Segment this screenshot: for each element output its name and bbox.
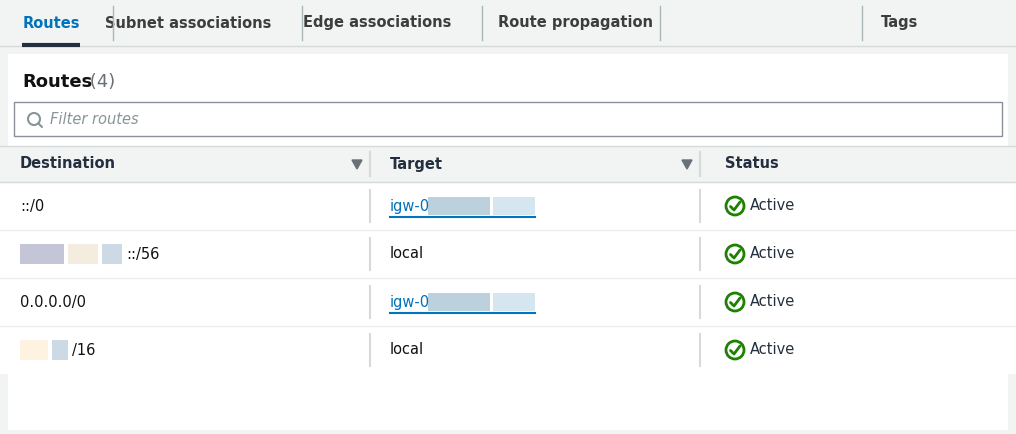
Text: Target: Target <box>390 157 443 171</box>
Text: /16: /16 <box>72 342 96 358</box>
FancyBboxPatch shape <box>20 244 64 264</box>
Text: Active: Active <box>750 342 796 358</box>
FancyBboxPatch shape <box>0 230 1016 278</box>
Text: Destination: Destination <box>20 157 116 171</box>
Text: Active: Active <box>750 295 796 309</box>
Text: ::/0: ::/0 <box>20 198 45 214</box>
Polygon shape <box>352 160 362 169</box>
Text: ::/56: ::/56 <box>126 247 160 262</box>
FancyBboxPatch shape <box>0 326 1016 374</box>
Polygon shape <box>682 160 692 169</box>
FancyBboxPatch shape <box>102 244 122 264</box>
Text: (4): (4) <box>84 73 115 91</box>
Text: Routes: Routes <box>22 16 79 30</box>
FancyBboxPatch shape <box>428 197 490 215</box>
FancyBboxPatch shape <box>493 197 535 215</box>
FancyBboxPatch shape <box>428 293 490 311</box>
FancyBboxPatch shape <box>0 278 1016 326</box>
FancyBboxPatch shape <box>52 340 68 360</box>
Text: Active: Active <box>750 198 796 214</box>
FancyBboxPatch shape <box>20 340 48 360</box>
Text: Filter routes: Filter routes <box>50 112 138 126</box>
Text: igw-0: igw-0 <box>390 198 430 214</box>
Text: Route propagation: Route propagation <box>498 16 652 30</box>
FancyBboxPatch shape <box>14 102 1002 136</box>
FancyBboxPatch shape <box>0 182 1016 230</box>
Text: Routes: Routes <box>22 73 92 91</box>
Text: Active: Active <box>750 247 796 262</box>
FancyBboxPatch shape <box>8 54 1008 430</box>
Text: Tags: Tags <box>881 16 918 30</box>
FancyBboxPatch shape <box>0 146 1016 182</box>
FancyBboxPatch shape <box>0 0 1016 46</box>
Text: local: local <box>390 247 424 262</box>
Text: Status: Status <box>725 157 778 171</box>
FancyBboxPatch shape <box>493 293 535 311</box>
Text: igw-0: igw-0 <box>390 295 430 309</box>
Text: Subnet associations: Subnet associations <box>105 16 271 30</box>
FancyBboxPatch shape <box>68 244 98 264</box>
Text: Edge associations: Edge associations <box>304 16 452 30</box>
Text: local: local <box>390 342 424 358</box>
Text: 0.0.0.0/0: 0.0.0.0/0 <box>20 295 86 309</box>
